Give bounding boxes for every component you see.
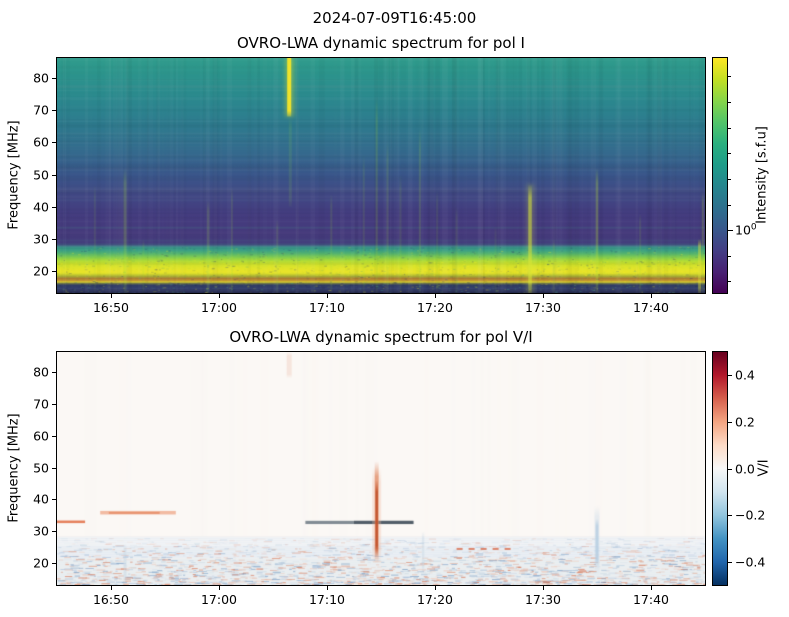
pol-vi-x-tick-mark <box>651 586 652 590</box>
figure-suptitle: 2024-07-09T16:45:00 <box>312 9 477 27</box>
pol-i-y-tick-label: 50 <box>33 167 49 183</box>
pol-vi-y-tick-mark <box>52 435 56 437</box>
pol-i-colorbar-label: Intensity [s.f.u] <box>754 126 770 224</box>
pol-i-y-tick-label: 60 <box>33 134 49 150</box>
pol-i-x-tick-mark <box>651 294 652 298</box>
pol-i-x-tick-label: 17:00 <box>200 300 238 315</box>
pol-vi-y-tick-label: 20 <box>33 555 49 571</box>
pol-vi-y-tick-label: 60 <box>33 428 49 444</box>
pol-vi-y-tick-label: 50 <box>33 460 49 476</box>
pol-i-y-tick-mark <box>52 238 56 240</box>
pol-i-colorbar-major-tick <box>728 230 733 232</box>
pol-vi-ylabel: Frequency [MHz] <box>6 413 22 523</box>
pol-vi-colorbar-tick-mark <box>728 421 732 423</box>
pol-vi-colorbar-tick-mark <box>728 468 732 470</box>
pol-vi-x-tick-mark <box>219 586 220 590</box>
pol-vi-y-tick-label: 70 <box>33 396 49 412</box>
pol-vi-colorbar-tick-label: 0.4 <box>735 367 755 383</box>
pol-vi-x-tick-mark <box>111 586 112 590</box>
pol-i-colorbar-minor-tick <box>728 101 731 103</box>
pol-vi-spectrogram <box>57 352 705 585</box>
pol-i-y-tick-mark <box>52 77 56 79</box>
pol-vi-x-tick-label: 17:00 <box>200 592 238 607</box>
pol-vi-colorbar-tick-mark <box>728 561 732 563</box>
pol-i-x-tick-mark <box>111 294 112 298</box>
pol-vi-x-tick-label: 17:20 <box>416 592 454 607</box>
pol-vi-y-tick-mark <box>52 403 56 405</box>
pol-vi-y-tick-label: 30 <box>33 523 49 539</box>
pol-vi-y-tick-mark <box>52 499 56 501</box>
pol-vi-colorbar-tick-label: −0.2 <box>735 507 766 523</box>
pol-vi-colorbar-tick-label: 0.0 <box>735 461 755 476</box>
pol-vi-colorbar-label: V/I <box>756 459 772 477</box>
pol-vi-x-tick-label: 16:50 <box>92 592 130 607</box>
pol-i-x-tick-mark <box>543 294 544 298</box>
pol-i-y-tick-label: 40 <box>33 199 49 215</box>
pol-vi-x-tick-label: 17:10 <box>308 592 346 607</box>
pol-i-x-tick-label: 17:40 <box>632 300 670 315</box>
pol-i-ylabel: Frequency [MHz] <box>6 120 22 230</box>
pol-i-colorbar-tick-label: 100 <box>735 222 757 238</box>
pol-vi-colorbar-tick-mark <box>728 375 732 377</box>
pol-vi-colorbar-tick-label: −0.4 <box>735 554 766 570</box>
pol-i-y-tick-label: 70 <box>33 102 49 118</box>
pol-i-x-tick-mark <box>435 294 436 298</box>
pol-i-colorbar-minor-tick <box>728 281 731 283</box>
pol-i-colorbar-minor-tick <box>728 204 731 206</box>
pol-i-colorbar-minor-tick <box>728 153 731 155</box>
pol-i-x-tick-mark <box>327 294 328 298</box>
pol-vi-y-tick-label: 80 <box>33 364 49 380</box>
pol-i-title: OVRO-LWA dynamic spectrum for pol I <box>237 34 525 52</box>
pol-i-y-tick-mark <box>52 174 56 176</box>
pol-vi-colorbar-tick-mark <box>728 515 732 517</box>
pol-i-x-tick-label: 16:50 <box>92 300 130 315</box>
pol-vi-y-tick-label: 40 <box>33 491 49 507</box>
pol-i-colorbar-minor-tick <box>728 178 731 180</box>
pol-i-y-tick-mark <box>52 206 56 208</box>
pol-i-y-tick-label: 20 <box>33 263 49 279</box>
pol-vi-title: OVRO-LWA dynamic spectrum for pol V/I <box>229 328 533 346</box>
pol-vi-colorbar <box>713 352 727 585</box>
pol-i-y-tick-label: 80 <box>33 70 49 86</box>
pol-i-colorbar-minor-tick <box>728 76 731 78</box>
pol-i-y-tick-mark <box>52 271 56 273</box>
pol-i-x-tick-label: 17:30 <box>524 300 562 315</box>
pol-i-x-tick-label: 17:10 <box>308 300 346 315</box>
pol-i-colorbar-minor-tick <box>728 255 731 257</box>
pol-vi-y-tick-mark <box>52 467 56 469</box>
pol-i-y-tick-label: 30 <box>33 231 49 247</box>
pol-vi-y-tick-mark <box>52 531 56 533</box>
pol-vi-colorbar-tick-label: 0.2 <box>735 414 755 430</box>
pol-i-y-tick-mark <box>52 110 56 112</box>
pol-vi-x-tick-mark <box>543 586 544 590</box>
pol-i-colorbar-minor-tick <box>728 127 731 129</box>
pol-i-y-tick-mark <box>52 142 56 144</box>
pol-vi-x-tick-mark <box>435 586 436 590</box>
pol-vi-y-tick-mark <box>52 563 56 565</box>
pol-vi-x-tick-mark <box>327 586 328 590</box>
pol-i-spectrogram <box>57 58 705 293</box>
pol-vi-x-tick-label: 17:30 <box>524 592 562 607</box>
pol-i-colorbar <box>713 58 727 293</box>
pol-i-x-tick-mark <box>219 294 220 298</box>
pol-vi-x-tick-label: 17:40 <box>632 592 670 607</box>
pol-i-x-tick-label: 17:20 <box>416 300 454 315</box>
pol-vi-y-tick-mark <box>52 371 56 373</box>
